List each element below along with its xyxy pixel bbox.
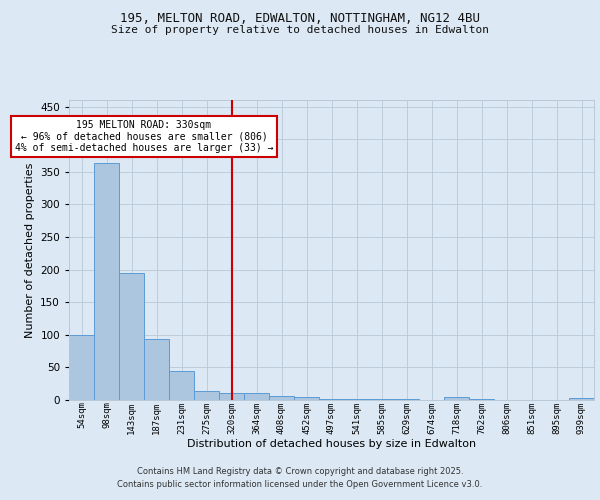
X-axis label: Distribution of detached houses by size in Edwalton: Distribution of detached houses by size … bbox=[187, 439, 476, 449]
Bar bbox=[444, 396, 469, 400]
Bar bbox=[219, 393, 244, 400]
Bar bbox=[569, 398, 594, 400]
Text: Contains public sector information licensed under the Open Government Licence v3: Contains public sector information licen… bbox=[118, 480, 482, 489]
Text: Size of property relative to detached houses in Edwalton: Size of property relative to detached ho… bbox=[111, 25, 489, 35]
Text: 195 MELTON ROAD: 330sqm
← 96% of detached houses are smaller (806)
4% of semi-de: 195 MELTON ROAD: 330sqm ← 96% of detache… bbox=[15, 120, 273, 153]
Bar bbox=[119, 273, 144, 400]
Bar bbox=[169, 370, 194, 400]
Bar bbox=[69, 336, 94, 400]
Bar bbox=[244, 394, 269, 400]
Y-axis label: Number of detached properties: Number of detached properties bbox=[25, 162, 35, 338]
Text: 195, MELTON ROAD, EDWALTON, NOTTINGHAM, NG12 4BU: 195, MELTON ROAD, EDWALTON, NOTTINGHAM, … bbox=[120, 12, 480, 26]
Text: Contains HM Land Registry data © Crown copyright and database right 2025.: Contains HM Land Registry data © Crown c… bbox=[137, 467, 463, 476]
Bar bbox=[94, 164, 119, 400]
Bar bbox=[469, 398, 494, 400]
Bar bbox=[144, 340, 169, 400]
Bar bbox=[319, 398, 344, 400]
Bar bbox=[269, 396, 294, 400]
Bar bbox=[194, 391, 219, 400]
Bar bbox=[294, 398, 319, 400]
